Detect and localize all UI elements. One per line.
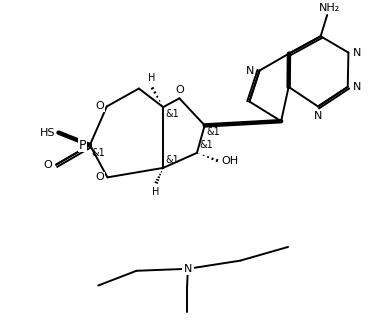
Text: N: N — [353, 48, 362, 58]
Text: &1: &1 — [207, 127, 221, 138]
Text: O: O — [175, 86, 184, 95]
Text: N: N — [183, 264, 192, 274]
Text: NH₂: NH₂ — [318, 3, 340, 13]
Text: O: O — [95, 101, 104, 112]
Text: &1: &1 — [165, 155, 179, 165]
Text: &1: &1 — [165, 109, 179, 119]
Text: O: O — [44, 160, 52, 170]
Text: H: H — [148, 73, 155, 83]
Text: O: O — [96, 172, 105, 182]
Text: &1: &1 — [92, 148, 106, 158]
Text: HS: HS — [40, 128, 56, 138]
Text: N: N — [352, 82, 361, 92]
Text: N: N — [314, 112, 322, 121]
Text: N: N — [246, 65, 255, 76]
Text: H: H — [152, 187, 160, 197]
Text: &1: &1 — [199, 140, 213, 150]
Text: P: P — [78, 139, 86, 152]
Text: OH: OH — [221, 156, 238, 166]
